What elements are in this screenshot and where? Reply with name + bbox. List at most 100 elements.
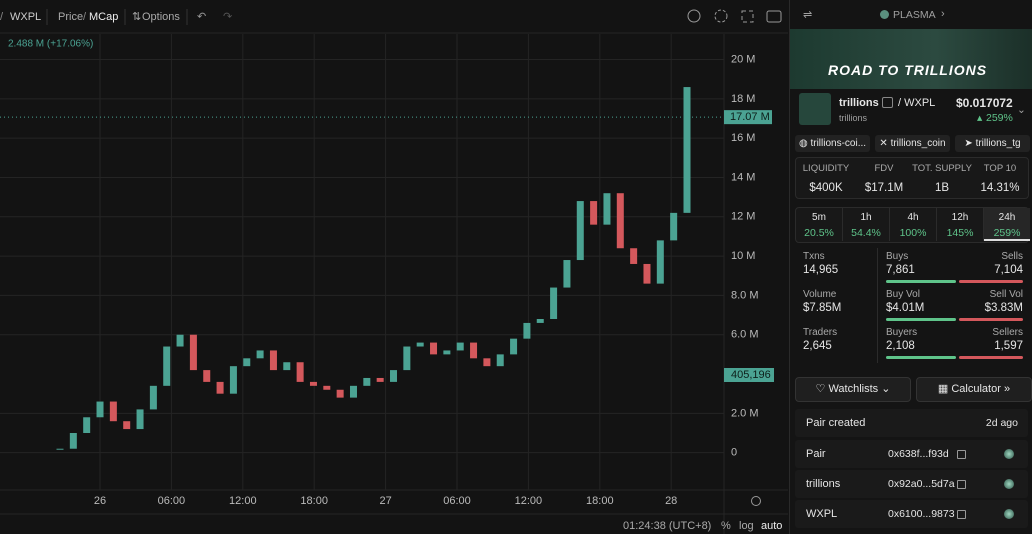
stat-label: TOT. SUPPLY xyxy=(912,163,972,174)
link-text[interactable]: trillions-coi... xyxy=(810,138,867,149)
undo-icon[interactable]: ↶ xyxy=(197,11,206,23)
explorer-icon[interactable] xyxy=(1004,449,1014,459)
token-price: $0.017072 xyxy=(956,96,1013,110)
link-x[interactable]: ✕ trillions_coin xyxy=(875,135,950,152)
expand-icon[interactable]: ⌄ xyxy=(1017,104,1026,116)
filter-icon[interactable]: ⇌ xyxy=(803,9,813,21)
address-value: 0x638f...f93d xyxy=(888,448,949,460)
copy-icon[interactable] xyxy=(957,510,966,519)
period-label[interactable]: 1h xyxy=(860,212,872,223)
chain-arrow[interactable]: › xyxy=(941,8,945,20)
candle xyxy=(136,409,144,430)
candle xyxy=(656,240,664,284)
status-auto[interactable]: auto xyxy=(761,520,782,532)
price-marker-label: 17.07 M xyxy=(730,111,770,123)
candle xyxy=(456,342,464,351)
button-label[interactable]: Calculator xyxy=(951,383,1001,395)
candle xyxy=(176,334,184,347)
sell-bar xyxy=(959,280,1023,283)
chain-name[interactable]: PLASMA xyxy=(893,9,936,21)
token-sub: trillions xyxy=(839,113,868,123)
stat-value: 14.31% xyxy=(980,182,1020,194)
y-tick-label: 10 M xyxy=(731,250,755,262)
activity-divider xyxy=(877,248,878,363)
explorer-icon[interactable] xyxy=(1004,509,1014,519)
pair-created-value: 2d ago xyxy=(985,417,1018,429)
y-tick-label: 6.0 M xyxy=(731,329,759,341)
period-value: 145% xyxy=(946,227,974,239)
settings-icon[interactable] xyxy=(714,9,728,23)
candle xyxy=(309,381,317,386)
y-tick-label: 8.0 M xyxy=(731,289,759,301)
screenshot-icon[interactable] xyxy=(766,10,782,23)
toolbar-mcap[interactable]: MCap xyxy=(89,11,118,23)
y-tick-label: 16 M xyxy=(731,132,755,144)
options-icon[interactable]: ⇅ xyxy=(132,11,141,23)
candle xyxy=(403,346,411,371)
candle xyxy=(643,263,651,284)
copy-icon[interactable] xyxy=(957,480,966,489)
status-log[interactable]: log xyxy=(739,520,754,532)
y-tick-label: 14 M xyxy=(731,171,755,183)
explorer-icon[interactable] xyxy=(1004,479,1014,489)
activity-value: $7.85M xyxy=(803,302,842,314)
copy-icon[interactable] xyxy=(882,97,893,108)
toolbar-options[interactable]: Options xyxy=(142,11,180,23)
candle xyxy=(590,201,598,225)
period[interactable]: 4h 100% xyxy=(890,208,937,241)
candle xyxy=(56,448,64,450)
x-tick-label: 12:00 xyxy=(515,495,543,507)
candle xyxy=(189,334,197,371)
period-label[interactable]: 24h xyxy=(998,212,1016,223)
y-tick-label: 20 M xyxy=(731,53,755,65)
redo-icon[interactable]: ↷ xyxy=(223,11,232,23)
period-value: 54.4% xyxy=(851,227,881,239)
status-percent[interactable]: % xyxy=(721,520,731,532)
activity-value: 2,645 xyxy=(803,340,832,352)
link-icon: ➤ xyxy=(964,138,976,149)
x-tick-label: 18:00 xyxy=(586,495,614,507)
period[interactable]: 1h 54.4% xyxy=(843,208,890,241)
period[interactable]: 24h 259% xyxy=(984,208,1030,241)
sell-label: Sells xyxy=(1001,251,1023,262)
candle xyxy=(470,342,478,359)
candle xyxy=(603,193,611,225)
period-label[interactable]: 5m xyxy=(812,212,826,223)
copy-icon[interactable] xyxy=(957,450,966,459)
period-label[interactable]: 4h xyxy=(907,212,919,223)
candle xyxy=(256,350,264,359)
period[interactable]: 12h 145% xyxy=(937,208,984,241)
candle xyxy=(443,350,451,355)
address-value: 0x92a0...5d7a xyxy=(888,478,955,490)
fullscreen-icon[interactable] xyxy=(741,10,754,23)
candle xyxy=(109,401,117,422)
period[interactable]: 5m 20.5% xyxy=(796,208,843,241)
axis-settings-icon[interactable] xyxy=(751,496,761,506)
x-tick-label: 06:00 xyxy=(443,495,471,507)
toolbar-pair[interactable]: WXPL xyxy=(10,11,41,23)
volume-marker-label: 405,196 xyxy=(731,369,771,381)
toolbar-price[interactable]: Price xyxy=(58,11,83,23)
x-tick-label: 28 xyxy=(665,495,677,507)
button-label[interactable]: Watchlists xyxy=(828,383,879,395)
candle xyxy=(216,381,224,394)
x-tick-label: 18:00 xyxy=(300,495,328,507)
token-change: 259% xyxy=(986,112,1013,124)
link-text[interactable]: trillions_tg xyxy=(975,138,1021,149)
link-telegram[interactable]: ➤ trillions_tg xyxy=(955,135,1030,152)
link-text[interactable]: trillions_coin xyxy=(890,138,946,149)
candle xyxy=(163,346,171,386)
zoom-icon[interactable] xyxy=(687,9,701,23)
address-row: Pair 0x638f...f93d xyxy=(795,440,1028,468)
y-tick-label: 18 M xyxy=(731,93,755,105)
candle xyxy=(149,385,157,410)
candle xyxy=(483,358,491,367)
buy-label: Buys xyxy=(886,251,909,262)
period-label[interactable]: 12h xyxy=(951,212,969,223)
link-website[interactable]: ◍ trillions-coi... xyxy=(795,135,870,152)
token-change-arrow: ▴ xyxy=(977,112,983,124)
candle xyxy=(496,354,504,367)
calculator-button[interactable]: ▦ Calculator » xyxy=(916,377,1032,402)
candle xyxy=(269,350,277,371)
watchlists-button[interactable]: ♡ Watchlists ⌄ xyxy=(795,377,911,402)
